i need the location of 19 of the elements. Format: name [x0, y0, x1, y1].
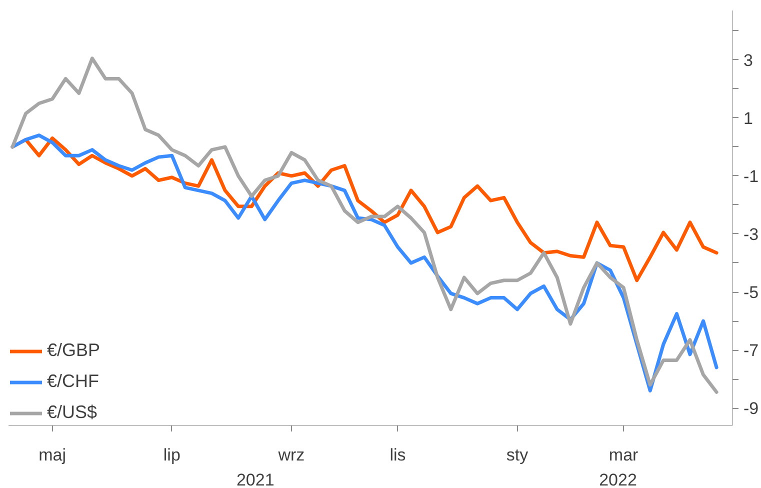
legend-label: €/CHF — [47, 371, 100, 392]
line-series — [10, 56, 718, 394]
y-tick-label: -9 — [744, 399, 759, 418]
text: 2021 — [236, 470, 274, 488]
x-tick-label: sty — [506, 446, 529, 464]
y-tick-label: -7 — [744, 341, 759, 360]
legend-label: €/US$ — [47, 402, 98, 423]
text: 2022 — [599, 470, 637, 488]
x-tick-label: wrz — [277, 446, 305, 464]
x-tick-label: maj — [38, 446, 66, 464]
x-tick-label: mar — [608, 446, 639, 464]
y-tick-label: -5 — [744, 283, 759, 302]
x-tick-label: lip — [163, 446, 180, 464]
y-tick-label: -1 — [744, 166, 759, 186]
legend-label: €/GBP — [47, 340, 100, 361]
x-tick-label: lis — [390, 446, 406, 464]
y-tick-label: -3 — [744, 224, 759, 244]
y-tick-label: 1 — [744, 108, 753, 128]
y-tick-label: 3 — [744, 50, 753, 70]
